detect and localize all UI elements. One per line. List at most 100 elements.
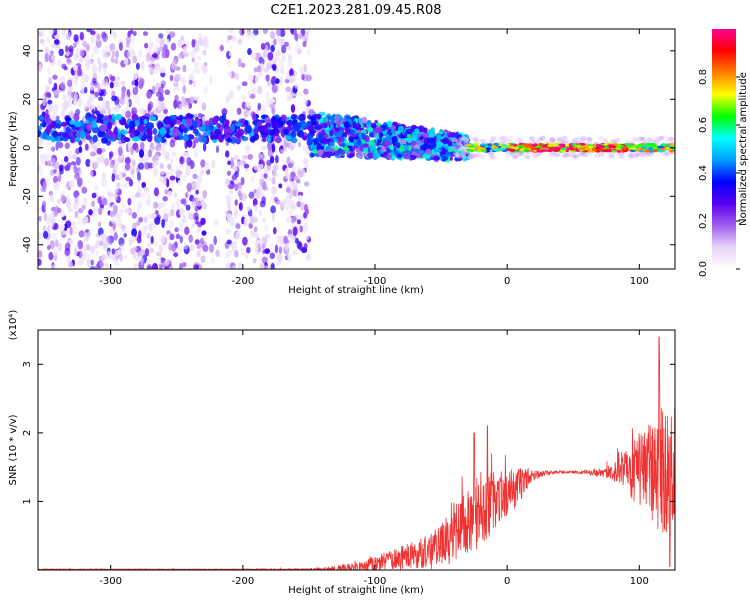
spectrogram-cell — [75, 46, 80, 56]
spectrogram-cell — [113, 57, 119, 65]
spectrogram-cell — [161, 49, 167, 59]
spectrogram-cell — [329, 129, 334, 137]
spectrogram-cell — [509, 145, 515, 149]
spectrogram-cell — [54, 239, 59, 248]
spectrogram-cell — [244, 120, 249, 127]
spectrogram-cell — [85, 253, 91, 259]
spectrogram-cell — [72, 154, 78, 160]
spectrogram-cell — [134, 95, 141, 106]
spectrogram-cell — [99, 124, 107, 132]
spectrogram-cell — [635, 148, 640, 152]
spectrogram-cell — [230, 123, 236, 132]
spectrogram-cell — [447, 132, 456, 139]
spectrogram-cell — [74, 75, 78, 85]
spectrogram-cell — [233, 154, 239, 161]
spectrogram-cell — [267, 141, 272, 151]
spectrogram-cell — [489, 155, 496, 160]
spectrogram-cell — [272, 163, 279, 172]
spectrogram-cell — [196, 227, 202, 233]
spectrogram-cell — [624, 138, 631, 144]
spectrogram-cell — [245, 31, 252, 40]
spectrogram-cell — [265, 91, 270, 99]
spectrogram-cell — [460, 154, 467, 159]
spectrogram-cell — [238, 202, 243, 211]
spectrogram-cell — [290, 104, 296, 113]
spectrogram-cell — [52, 130, 59, 138]
spectrogram-cell — [91, 77, 97, 83]
spectrogram-cell — [180, 34, 185, 41]
spectrogram-cell — [262, 217, 266, 224]
spectrogram-cell — [611, 149, 617, 153]
spectrogram-cell — [51, 53, 56, 62]
spectrogram-cell — [123, 233, 127, 238]
spectrogram-cell — [171, 128, 180, 137]
spectrogram-cell — [451, 137, 458, 143]
spectrogram-cell — [347, 129, 356, 134]
spectrogram-cell — [253, 67, 258, 73]
spectrogram-cell — [258, 56, 264, 64]
figure-title: C2E1.2023.281.09.45.R08 — [270, 3, 441, 18]
spectrogram-cell — [251, 87, 258, 93]
spectrogram-cell — [123, 57, 129, 66]
spectrogram-cell — [101, 148, 106, 153]
spectrogram-cell — [85, 243, 91, 251]
spectrogram-cell — [657, 149, 665, 153]
spectrogram-cell — [236, 128, 245, 137]
spectrogram-cell — [286, 119, 294, 127]
spectrogram-cell — [124, 163, 131, 171]
spectrogram-cell — [86, 122, 94, 132]
spectrogram-cell — [213, 135, 220, 140]
spectrogram-cell — [105, 130, 114, 138]
spectrogram-cell — [363, 135, 370, 143]
spectrogram-cell — [261, 137, 267, 143]
snr-x-ticks: -300 -200 -100 0 100 — [99, 330, 649, 587]
spectrogram-cell — [274, 196, 279, 203]
spectrogram-cell — [303, 63, 307, 73]
spectrogram-cell — [407, 137, 413, 144]
spectrogram-cell — [248, 191, 255, 199]
spectrogram-cell — [322, 116, 327, 123]
spectrogram-cell — [80, 83, 86, 93]
spectrogram-cell — [73, 34, 79, 43]
spectrogram-cell — [77, 239, 84, 250]
spectrogram-cell — [321, 138, 329, 145]
spectrogram-cell — [418, 125, 425, 133]
spectrogram-cell — [485, 147, 492, 151]
spectrogram-cell — [305, 253, 312, 261]
spectrogram-cell — [578, 148, 584, 152]
spectrogram-cell — [128, 98, 132, 108]
spectrogram-cell — [64, 142, 70, 150]
spectrogram-cell — [65, 195, 71, 202]
spectrogram-cell — [250, 52, 257, 60]
spectrogram-cell — [230, 157, 234, 164]
spectrogram-cell — [346, 142, 354, 146]
spectrogram-cell — [193, 96, 200, 101]
spectrogram-cell — [145, 46, 152, 56]
spectrogram-cell — [120, 80, 126, 86]
spectrogram-cell — [100, 234, 106, 243]
spectrogram-cell — [186, 182, 192, 192]
spectrogram-cell — [89, 93, 96, 102]
spectrogram-cell — [169, 233, 175, 241]
spectrogram-cell — [360, 133, 366, 138]
spectrogram-cell — [82, 245, 86, 252]
x-tick-label: -200 — [231, 576, 254, 587]
spectrogram-cell — [83, 103, 88, 110]
spectrogram-cell — [271, 212, 276, 222]
spectrogram-cell — [45, 219, 51, 226]
spectrogram-cell — [236, 161, 242, 167]
spectrogram-cell — [522, 149, 530, 152]
spectrogram-cell — [179, 156, 185, 165]
spectrogram-cell — [153, 69, 159, 75]
spectrogram-cell — [456, 140, 462, 145]
spectrogram-cell — [200, 217, 206, 226]
spectrogram-cell — [313, 137, 320, 145]
spectrogram-cell — [500, 136, 507, 141]
spectrogram-cell — [287, 162, 293, 169]
spectrogram-cell — [665, 137, 671, 142]
spectrogram-cell — [361, 116, 368, 124]
spectrogram-cell — [140, 141, 145, 150]
spectrogram-cell — [52, 74, 58, 80]
spectrogram-cell — [153, 141, 158, 148]
spectrogram-cell — [449, 156, 453, 161]
